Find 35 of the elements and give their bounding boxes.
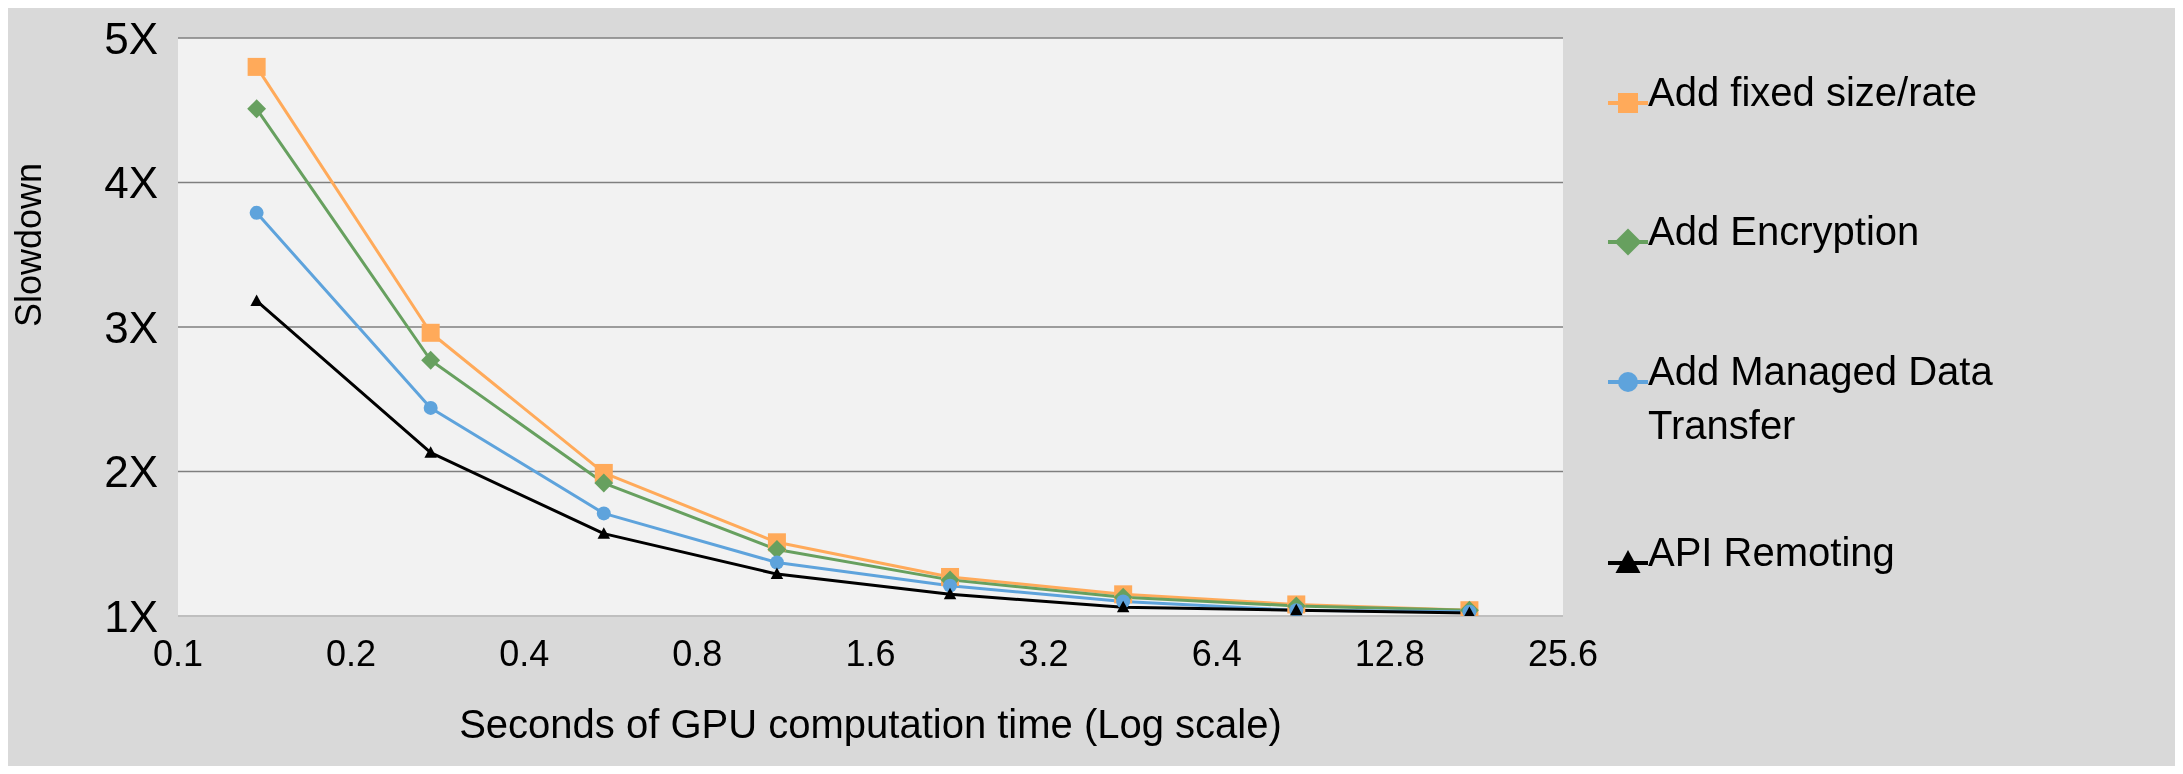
point [247, 57, 266, 76]
x-axis-title: Seconds of GPU computation time (Log scale) [459, 702, 1282, 746]
x-tick-label: 0.4 [499, 632, 550, 674]
y-axis-title: Slowdown [7, 162, 49, 327]
point [247, 99, 267, 119]
point [943, 587, 957, 600]
point [423, 400, 438, 415]
x-tick-label: 12.8 [1354, 632, 1425, 674]
point [770, 567, 784, 580]
x-tick-label: 0.2 [326, 632, 377, 674]
point [424, 446, 437, 458]
point [594, 473, 614, 493]
point [596, 506, 611, 521]
point [767, 540, 787, 559]
point [250, 294, 263, 306]
point [421, 350, 441, 370]
x-tick-label: 0.8 [672, 632, 723, 674]
point [943, 578, 958, 593]
x-tick-label: 1.6 [845, 632, 896, 674]
point [769, 555, 784, 570]
y-tick-label: 4X [104, 158, 158, 208]
x-tick-label: 3.2 [1018, 632, 1069, 674]
point [249, 205, 264, 220]
legend-label: Add fixed size/rate [1648, 68, 1978, 116]
x-tick-label: 6.4 [1191, 632, 1242, 674]
legend-label: Add Managed Data Transfer [1648, 347, 1994, 449]
y-tick-label: 3X [104, 302, 158, 352]
point [597, 527, 611, 539]
point [421, 323, 440, 342]
x-tick-label: 25.6 [1527, 632, 1599, 674]
y-tick-label: 5X [104, 13, 158, 63]
point [1116, 600, 1130, 613]
legend-label: Add Encryption [1648, 208, 1920, 256]
legend-label: API Remoting [1648, 529, 1895, 577]
y-tick-label: 2X [104, 447, 158, 497]
